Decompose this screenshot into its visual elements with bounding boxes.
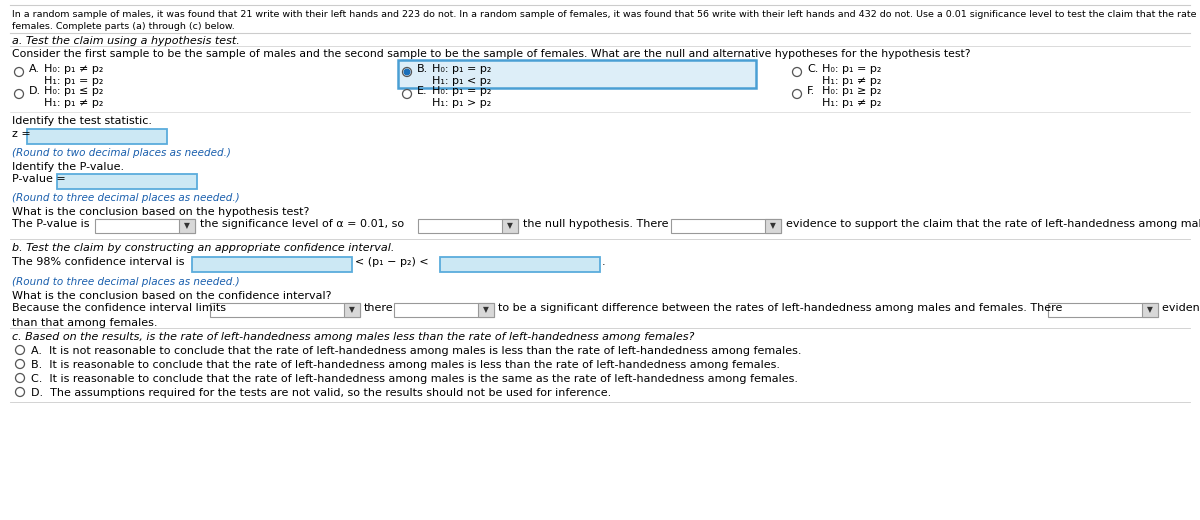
Text: A.: A. <box>29 64 40 74</box>
FancyBboxPatch shape <box>394 303 494 317</box>
FancyBboxPatch shape <box>210 303 360 317</box>
FancyBboxPatch shape <box>28 129 167 144</box>
Text: Identify the P-value.: Identify the P-value. <box>12 162 124 172</box>
Circle shape <box>14 89 24 98</box>
Text: H₁: p₁ > p₂: H₁: p₁ > p₂ <box>432 98 491 108</box>
FancyBboxPatch shape <box>766 219 781 233</box>
Text: ▼: ▼ <box>770 222 776 230</box>
FancyBboxPatch shape <box>58 174 197 189</box>
Text: (Round to three decimal places as needed.): (Round to three decimal places as needed… <box>12 193 240 203</box>
Circle shape <box>402 68 412 76</box>
Circle shape <box>402 89 412 98</box>
FancyBboxPatch shape <box>440 257 600 272</box>
Text: b. Test the claim by constructing an appropriate confidence interval.: b. Test the claim by constructing an app… <box>12 243 395 253</box>
Text: (Round to three decimal places as needed.): (Round to three decimal places as needed… <box>12 277 240 287</box>
FancyBboxPatch shape <box>1048 303 1158 317</box>
Circle shape <box>16 387 24 396</box>
FancyBboxPatch shape <box>398 60 756 88</box>
Text: ▼: ▼ <box>508 222 512 230</box>
Circle shape <box>16 359 24 369</box>
Text: In a random sample of males, it was found that 21 write with their left hands an: In a random sample of males, it was foun… <box>12 10 1200 19</box>
Circle shape <box>16 345 24 355</box>
Text: H₁: p₁ < p₂: H₁: p₁ < p₂ <box>432 76 491 86</box>
Text: Because the confidence interval limits: Because the confidence interval limits <box>12 303 226 313</box>
Text: to be a significant difference between the rates of left-handedness among males : to be a significant difference between t… <box>498 303 1062 313</box>
Text: females. Complete parts (a) through (c) below.: females. Complete parts (a) through (c) … <box>12 22 235 31</box>
Text: .: . <box>602 257 606 267</box>
Text: H₁: p₁ ≠ p₂: H₁: p₁ ≠ p₂ <box>44 98 103 108</box>
Circle shape <box>404 69 410 75</box>
Text: H₀: p₁ = p₂: H₀: p₁ = p₂ <box>432 64 491 74</box>
Text: H₀: p₁ ≤ p₂: H₀: p₁ ≤ p₂ <box>44 86 103 96</box>
FancyBboxPatch shape <box>671 219 781 233</box>
Text: H₀: p₁ ≥ p₂: H₀: p₁ ≥ p₂ <box>822 86 881 96</box>
Circle shape <box>792 89 802 98</box>
Text: (Round to two decimal places as needed.): (Round to two decimal places as needed.) <box>12 148 230 158</box>
FancyBboxPatch shape <box>478 303 494 317</box>
Text: B.  It is reasonable to conclude that the rate of left-handedness among males is: B. It is reasonable to conclude that the… <box>31 360 780 370</box>
Text: than that among females.: than that among females. <box>12 318 157 328</box>
Text: c. Based on the results, is the rate of left-handedness among males less than th: c. Based on the results, is the rate of … <box>12 332 695 342</box>
Text: the null hypothesis. There: the null hypothesis. There <box>523 219 668 229</box>
Text: ▼: ▼ <box>484 305 488 315</box>
Text: there: there <box>364 303 394 313</box>
Text: F.: F. <box>808 86 815 96</box>
Text: H₁: p₁ ≠ p₂: H₁: p₁ ≠ p₂ <box>822 98 881 108</box>
Text: A.  It is not reasonable to conclude that the rate of left-handedness among male: A. It is not reasonable to conclude that… <box>31 346 802 356</box>
Text: ▼: ▼ <box>1147 305 1153 315</box>
FancyBboxPatch shape <box>1142 303 1158 317</box>
Text: z =: z = <box>12 129 31 139</box>
Text: The 98% confidence interval is: The 98% confidence interval is <box>12 257 185 267</box>
Text: E.: E. <box>418 86 427 96</box>
FancyBboxPatch shape <box>192 257 352 272</box>
Text: What is the conclusion based on the hypothesis test?: What is the conclusion based on the hypo… <box>12 207 310 217</box>
Text: ▼: ▼ <box>184 222 190 230</box>
Text: P-value =: P-value = <box>12 174 66 184</box>
Circle shape <box>16 373 24 383</box>
Text: C.  It is reasonable to conclude that the rate of left-handedness among males is: C. It is reasonable to conclude that the… <box>31 374 798 384</box>
FancyBboxPatch shape <box>344 303 360 317</box>
Text: H₀: p₁ = p₂: H₀: p₁ = p₂ <box>432 86 491 96</box>
FancyBboxPatch shape <box>95 219 194 233</box>
Text: < (p₁ − p₂) <: < (p₁ − p₂) < <box>355 257 428 267</box>
Text: The P-value is: The P-value is <box>12 219 90 229</box>
Text: ▼: ▼ <box>349 305 355 315</box>
Text: a. Test the claim using a hypothesis test.: a. Test the claim using a hypothesis tes… <box>12 36 240 46</box>
Text: What is the conclusion based on the confidence interval?: What is the conclusion based on the conf… <box>12 291 331 301</box>
Text: Consider the first sample to be the sample of males and the second sample to be : Consider the first sample to be the samp… <box>12 49 971 59</box>
FancyBboxPatch shape <box>502 219 518 233</box>
Text: evidence to support the claim that the rate of left-handedness among males is le: evidence to support the claim that the r… <box>1162 303 1200 313</box>
Text: C.: C. <box>808 64 818 74</box>
FancyBboxPatch shape <box>179 219 194 233</box>
Text: H₀: p₁ = p₂: H₀: p₁ = p₂ <box>822 64 881 74</box>
Text: H₁: p₁ = p₂: H₁: p₁ = p₂ <box>44 76 103 86</box>
FancyBboxPatch shape <box>418 219 518 233</box>
Text: H₀: p₁ ≠ p₂: H₀: p₁ ≠ p₂ <box>44 64 103 74</box>
Text: H₁: p₁ ≠ p₂: H₁: p₁ ≠ p₂ <box>822 76 881 86</box>
Text: evidence to support the claim that the rate of left-handedness among males is le: evidence to support the claim that the r… <box>786 219 1200 229</box>
Text: B.: B. <box>418 64 428 74</box>
Text: D.  The assumptions required for the tests are not valid, so the results should : D. The assumptions required for the test… <box>31 388 611 398</box>
Circle shape <box>14 68 24 76</box>
Text: Identify the test statistic.: Identify the test statistic. <box>12 116 152 126</box>
Text: D.: D. <box>29 86 41 96</box>
Circle shape <box>792 68 802 76</box>
Text: the significance level of α = 0.01, so: the significance level of α = 0.01, so <box>200 219 404 229</box>
